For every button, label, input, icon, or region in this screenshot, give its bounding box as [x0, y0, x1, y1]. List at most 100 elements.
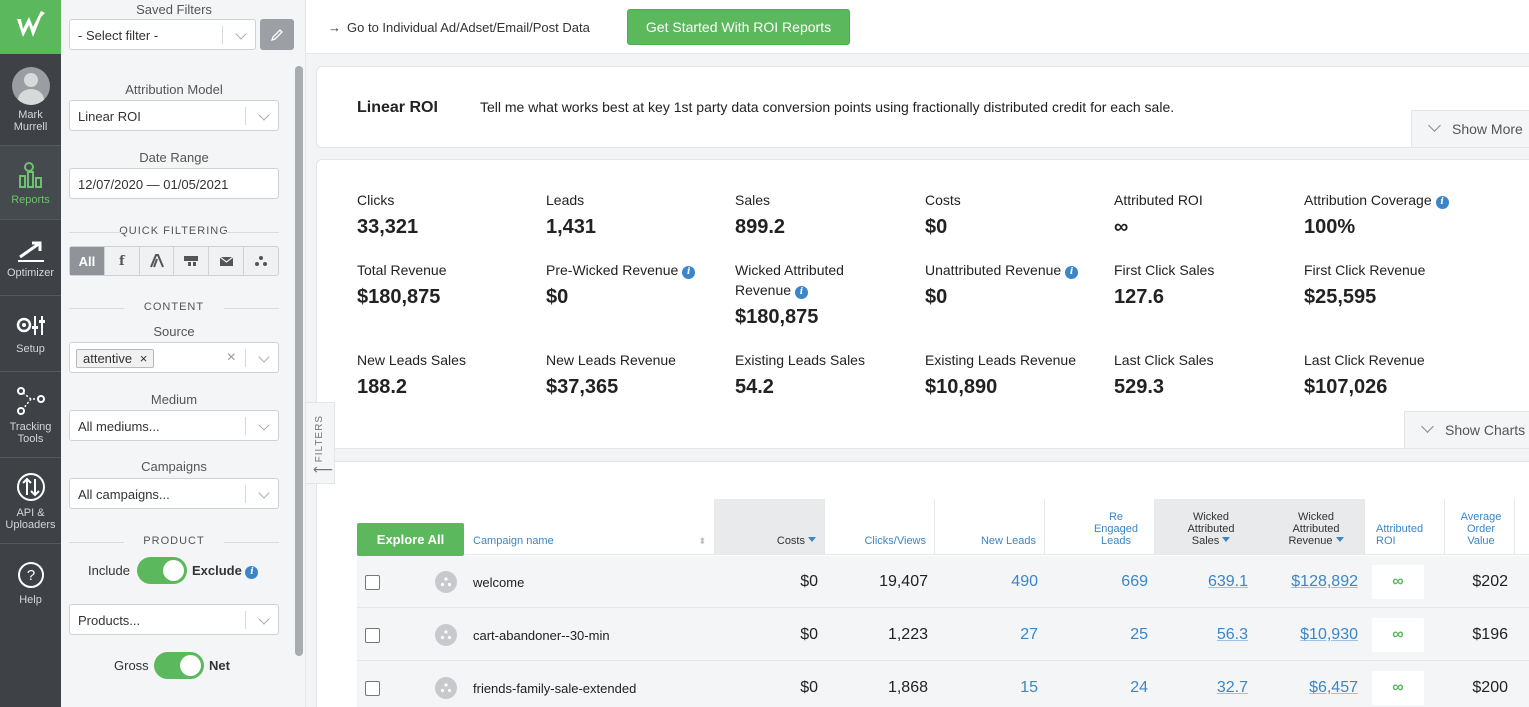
col-wicked-revenue[interactable]: Wicked Attributed Revenue: [1255, 499, 1365, 555]
cell-re-engaged[interactable]: 25: [1130, 626, 1148, 643]
panel-scrollbar[interactable]: [295, 66, 303, 656]
metric-value: $0: [546, 286, 569, 308]
network-icon: [255, 256, 268, 266]
explore-all-button[interactable]: Explore All: [357, 523, 464, 556]
products-select[interactable]: Products...: [69, 604, 279, 635]
quick-filter-facebook[interactable]: f: [105, 247, 140, 275]
cell-wicked-revenue[interactable]: $10,930: [1300, 626, 1358, 643]
campaign-name[interactable]: cart-abandoner--30-min: [473, 628, 610, 643]
col-campaign[interactable]: Campaign name ⬍: [467, 499, 715, 555]
metric-pre-wicked: Pre-Wicked Revenue i $0: [546, 260, 726, 309]
metric-new-leads-revenue: New Leads Revenue $37,365: [546, 350, 726, 399]
metric-value: $107,026: [1304, 376, 1388, 398]
info-icon[interactable]: i: [682, 266, 696, 279]
cell-new-leads[interactable]: 15: [1020, 679, 1038, 696]
metric-value: $10,890: [925, 376, 998, 398]
cell-new-leads[interactable]: 27: [1020, 626, 1038, 643]
attribution-select[interactable]: Linear ROI: [69, 100, 279, 131]
medium-select[interactable]: All mediums...: [69, 410, 279, 441]
cell-wicked-revenue[interactable]: $128,892: [1291, 573, 1358, 590]
divider: [245, 107, 246, 125]
metric-value: 33,321: [357, 216, 419, 238]
saved-filter-select[interactable]: - Select filter -: [69, 19, 256, 50]
quick-filter-display[interactable]: [174, 247, 210, 275]
campaign-name[interactable]: welcome: [473, 575, 525, 590]
model-description: Tell me what works best at key 1st party…: [480, 99, 1175, 115]
gross-net-toggle[interactable]: [154, 652, 204, 679]
nav-item-tracking-tools[interactable]: Tracking Tools: [0, 372, 61, 458]
cell-wicked-revenue[interactable]: $6,457: [1309, 679, 1358, 696]
metric-clicks: Clicks 33,321: [357, 190, 537, 239]
info-icon[interactable]: i: [794, 286, 808, 299]
metric-label: Wicked Attributed Revenue i: [735, 260, 885, 300]
metric-label: Total Revenue: [357, 262, 447, 278]
row-checkbox[interactable]: [365, 575, 380, 590]
cell-wicked-sales[interactable]: 32.7: [1216, 679, 1248, 696]
show-charts-button[interactable]: Show Charts: [1404, 411, 1529, 449]
cell-wicked-sales[interactable]: 56.3: [1216, 626, 1248, 643]
show-more-button[interactable]: Show More: [1411, 110, 1529, 148]
campaign-type-icon: [435, 571, 457, 593]
quick-filter-email[interactable]: [209, 247, 245, 275]
main-content: Linear ROI Tell me what works best at ke…: [306, 54, 1529, 707]
metric-leads: Leads 1,431: [546, 190, 726, 239]
source-select[interactable]: attentive × ×: [69, 342, 279, 373]
clear-icon[interactable]: ×: [226, 349, 236, 366]
cell-re-engaged[interactable]: 24: [1130, 679, 1148, 696]
pencil-icon: [270, 28, 283, 41]
remove-tag-icon[interactable]: ×: [139, 351, 148, 366]
col-clicks[interactable]: Clicks/Views: [825, 499, 935, 555]
info-icon[interactable]: i: [245, 566, 259, 579]
nav-item-api-uploaders[interactable]: API & Uploaders: [0, 458, 61, 544]
info-icon[interactable]: i: [1435, 196, 1449, 209]
row-checkbox[interactable]: [365, 628, 380, 643]
filters-collapse-tab[interactable]: FILTERS ⟵: [306, 402, 335, 484]
model-title: Linear ROI: [357, 99, 438, 116]
go-individual-link[interactable]: → Go to Individual Ad/Adset/Email/Post Da…: [328, 20, 590, 35]
campaign-name[interactable]: friends-family-sale-extended: [473, 681, 637, 696]
col-new-leads[interactable]: New Leads: [935, 499, 1045, 555]
table-row[interactable]: cart-abandoner--30-min $0 1,223 27 25 56…: [357, 609, 1529, 661]
metric-existing-leads-revenue: Existing Leads Revenue $10,890: [925, 350, 1105, 399]
cell-wicked-sales[interactable]: 639.1: [1207, 573, 1248, 590]
divider: [245, 417, 246, 435]
cell-costs: $0: [800, 573, 818, 590]
nav-item-optimizer[interactable]: Optimizer: [0, 220, 61, 296]
get-started-roi-button[interactable]: Get Started With ROI Reports: [627, 9, 850, 45]
cell-re-engaged[interactable]: 669: [1121, 573, 1148, 590]
info-icon[interactable]: i: [1065, 266, 1079, 279]
metric-last-click-revenue: Last Click Revenue $107,026: [1304, 350, 1484, 399]
col-costs[interactable]: Costs: [715, 499, 825, 555]
include-exclude-toggle[interactable]: [137, 557, 187, 584]
edit-filter-button[interactable]: [260, 19, 294, 50]
campaigns-select[interactable]: All campaigns...: [69, 478, 279, 509]
col-wicked-sales[interactable]: Wicked Attributed Sales: [1155, 499, 1255, 555]
source-tag[interactable]: attentive ×: [76, 349, 155, 368]
col-re-engaged[interactable]: Re Engaged Leads: [1045, 499, 1155, 555]
quick-filter-all[interactable]: All: [70, 247, 105, 275]
metric-label-text: Pre-Wicked Revenue: [546, 262, 679, 278]
cell-aov: $196: [1472, 626, 1508, 643]
cell-clicks: 1,868: [887, 679, 928, 696]
row-checkbox[interactable]: [365, 681, 380, 696]
nav-item-reports[interactable]: Reports: [0, 146, 61, 220]
quick-filtering-label: QUICK FILTERING: [69, 225, 279, 237]
quick-filter-group: All f: [69, 246, 279, 276]
cell-new-leads[interactable]: 490: [1011, 573, 1038, 590]
quick-filter-other[interactable]: [244, 247, 278, 275]
sort-desc-icon: [1335, 537, 1344, 542]
nav-user[interactable]: Mark Murrell: [0, 54, 61, 146]
table-row[interactable]: welcome $0 19,407 490 669 639.1 $128,892…: [357, 556, 1529, 608]
table-row[interactable]: friends-family-sale-extended $0 1,868 15…: [357, 662, 1529, 707]
adwords-icon: [149, 254, 164, 268]
nav-item-help[interactable]: ? Help: [0, 544, 61, 622]
medium-value: All mediums...: [78, 419, 160, 434]
date-range-input[interactable]: 12/07/2020 — 01/05/2021: [69, 168, 279, 199]
col-aov[interactable]: Average Order Value: [1445, 499, 1515, 555]
col-attributed-roi[interactable]: Attributed ROI: [1365, 499, 1445, 555]
optimizer-icon: [17, 241, 44, 262]
wicked-logo[interactable]: [0, 0, 61, 54]
nav-item-setup[interactable]: Setup: [0, 296, 61, 372]
quick-filter-adwords[interactable]: [140, 247, 175, 275]
metric-label: Existing Leads Sales: [735, 352, 865, 368]
